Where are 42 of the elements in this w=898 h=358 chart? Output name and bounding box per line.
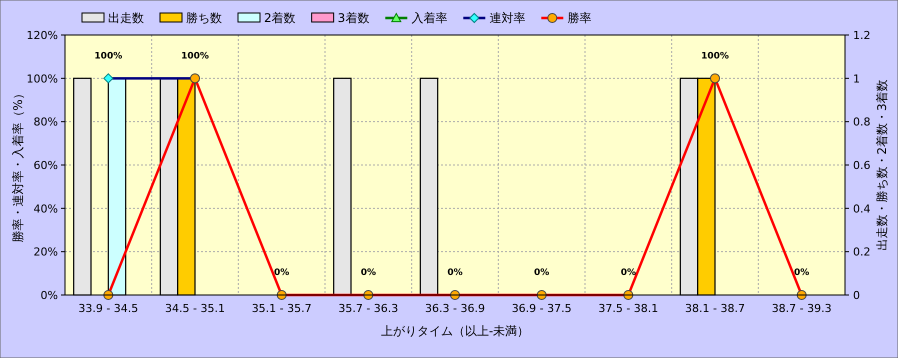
annotation: 0% — [534, 268, 550, 278]
y-tick-label: 60% — [34, 159, 58, 172]
annotation: 100% — [181, 51, 209, 62]
legend-label: 3着数 — [338, 11, 370, 25]
x-tick-label: 34.5 - 35.1 — [165, 302, 225, 315]
y-axis-title: 勝率・連対率・入着率（%） — [11, 87, 25, 243]
y2-tick-label: 0 — [853, 289, 860, 302]
y-tick-label: 120% — [26, 29, 58, 42]
y2-tick-label: 0.4 — [853, 202, 870, 216]
legend-label: 勝率 — [567, 11, 592, 25]
annotation: 100% — [94, 51, 122, 62]
annotation: 0% — [794, 268, 810, 278]
y2-tick-label: 1 — [853, 72, 860, 86]
x-tick-label: 35.7 - 36.3 — [338, 302, 398, 315]
y2-tick-label: 0.6 — [853, 159, 870, 172]
x-axis-title: 上がりタイム（以上-未満） — [380, 324, 530, 338]
legend-label: 勝ち数 — [186, 11, 222, 25]
y-tick-label: 40% — [34, 202, 58, 216]
x-tick-label: 35.1 - 35.7 — [252, 302, 312, 315]
annotation: 100% — [701, 51, 729, 62]
annotation: 0% — [620, 268, 636, 278]
y-tick-label: 20% — [34, 246, 58, 259]
y-tick-label: 100% — [26, 72, 58, 86]
annotation: 0% — [274, 268, 290, 278]
x-tick-label: 37.5 - 38.1 — [598, 302, 658, 315]
legend-label: 2着数 — [264, 11, 296, 25]
legend-label: 出走数 — [108, 11, 144, 25]
y-tick-label: 0% — [40, 289, 58, 302]
legend-label: 入着率 — [411, 11, 448, 25]
annotation: 0% — [360, 268, 376, 278]
y2-tick-label: 0.2 — [853, 246, 870, 259]
x-tick-label: 36.9 - 37.5 — [512, 302, 572, 315]
x-tick-label: 33.9 - 34.5 — [78, 302, 138, 315]
x-tick-label: 36.3 - 36.9 — [425, 302, 485, 315]
annotation: 0% — [447, 268, 463, 278]
legend-label: 連対率 — [489, 11, 526, 25]
y-tick-label: 80% — [34, 116, 58, 129]
x-tick-label: 38.1 - 38.7 — [685, 302, 745, 315]
x-tick-label: 38.7 - 39.3 — [772, 302, 832, 315]
y2-axis-title: 出走数・勝ち数・2着数・3着数 — [875, 79, 889, 251]
y2-tick-label: 1.2 — [853, 29, 870, 42]
y2-tick-label: 0.8 — [853, 116, 870, 129]
